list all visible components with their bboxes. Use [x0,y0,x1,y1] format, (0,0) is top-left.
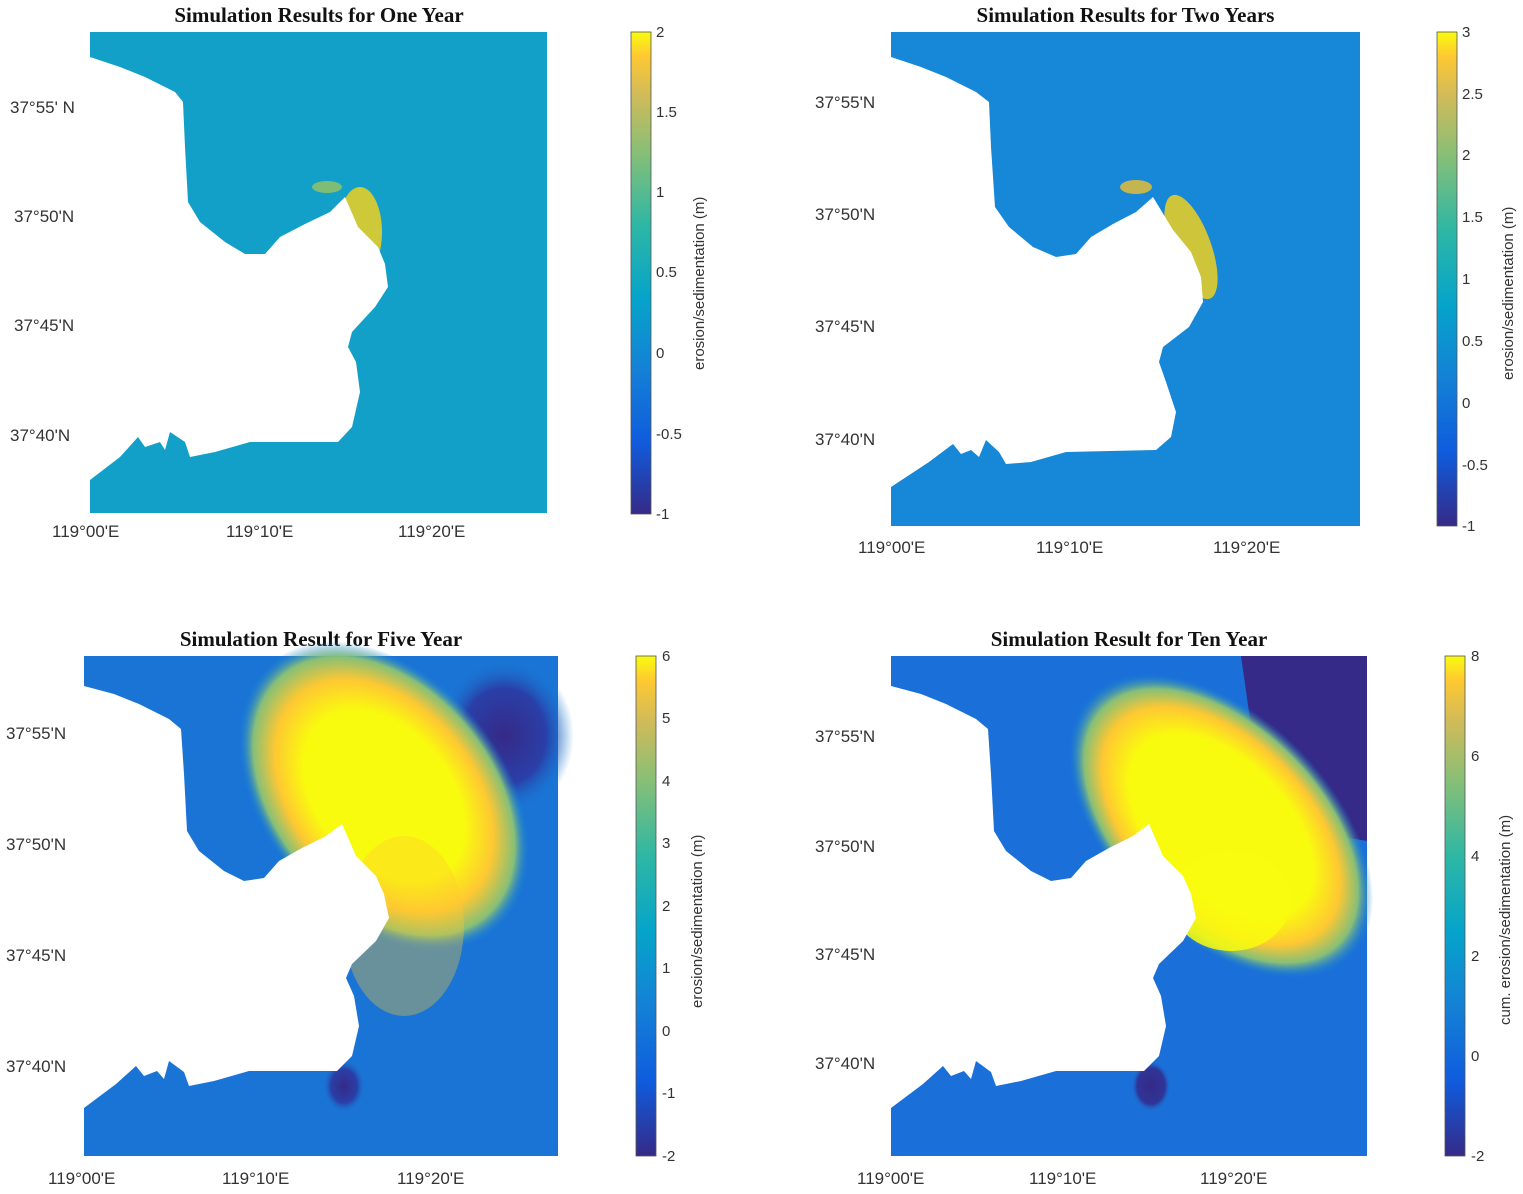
colorbar [630,31,652,515]
x-tick-label: 119°10'E [1036,538,1104,557]
colorbar-tick: 0 [1462,395,1471,412]
y-tick-label: 37°55' N [10,98,75,117]
colorbar-tick: 2 [1471,948,1480,965]
colorbar-tick: 4 [662,773,671,790]
y-tick-label: 37°55'N [6,724,67,743]
sedimentation-hotspot [312,181,342,193]
colorbar-tick: 2 [662,898,671,915]
y-tick-label: 37°40'N [815,1054,876,1073]
y-tick-label: 37°45'N [815,317,876,336]
x-tick-label: 119°20'E [397,1169,465,1188]
y-tick-label: 37°40'N [10,426,71,445]
panel-title: Simulation Result for Ten Year [990,627,1268,651]
land-mask [891,686,1196,1108]
colorbar-tick: 1 [1462,271,1471,288]
y-tick-label: 37°55'N [815,93,876,112]
colorbar-tick: 8 [1471,648,1480,665]
x-tick-label: 119°00'E [48,1169,116,1188]
colorbar-tick: 0.5 [1462,333,1483,350]
map-plot [90,32,547,513]
colorbar-tick: 2 [1462,147,1471,164]
colorbar-tick: -1 [1462,518,1476,535]
colorbar-tick: 2.5 [1462,86,1483,103]
x-tick-label: 119°10'E [222,1169,290,1188]
colorbar-label: erosion/sedimentation (m) [691,196,708,370]
panel-title: Simulation Results for Two Years [976,3,1275,27]
y-tick-label: 37°40'N [815,430,876,449]
colorbar-tick: 4 [1471,848,1480,865]
colorbar-tick: 3 [1462,24,1471,41]
colorbar-tick: 0.5 [656,264,677,281]
x-tick-label: 119°00'E [858,538,926,557]
y-tick-label: 37°45'N [14,316,75,335]
colorbar-tick: 1.5 [656,104,677,121]
colorbar [1436,31,1458,527]
x-tick-label: 119°00'E [857,1169,925,1188]
colorbar-tick: 0 [662,1023,671,1040]
y-tick-label: 37°40'N [6,1057,67,1076]
colorbar-label: cum. erosion/sedimentation (m) [1497,814,1514,1025]
sedimentation-hotspot [1120,180,1152,194]
colorbar-tick: 1.5 [1462,209,1483,226]
map-plot [84,641,574,1156]
y-tick-label: 37°50'N [6,835,67,854]
panel-title: Simulation Results for One Year [174,3,464,27]
y-tick-label: 37°50'N [815,837,876,856]
y-tick-label: 37°50'N [14,207,75,226]
colorbar-tick: 6 [662,648,671,665]
colorbar-tick: 0 [656,345,665,362]
colorbar [1444,655,1466,1157]
map-plot [891,656,1374,1156]
colorbar-tick: -1 [662,1085,676,1102]
land-mask [891,57,1203,487]
colorbar-tick: 3 [662,835,671,852]
colorbar-tick: 5 [662,710,671,727]
colorbar-tick: -2 [662,1148,676,1165]
colorbar-tick: -1 [656,506,670,523]
y-tick-label: 37°45'N [815,945,876,964]
colorbar-tick: -0.5 [656,426,682,443]
colorbar [635,655,657,1157]
colorbar-label: erosion/sedimentation (m) [689,834,706,1008]
colorbar-tick: -0.5 [1462,457,1488,474]
map-plot [891,32,1360,526]
x-tick-label: 119°10'E [1029,1169,1097,1188]
colorbar-tick: 6 [1471,748,1480,765]
colorbar-tick: 1 [662,960,671,977]
erosion-zone [322,1058,366,1114]
colorbar-tick: 2 [656,24,665,41]
sedimentation-plume [1171,851,1291,951]
land-mask [84,686,389,1108]
x-tick-label: 119°10'E [226,522,294,541]
x-tick-label: 119°20'E [398,522,466,541]
y-tick-label: 37°50'N [815,205,876,224]
colorbar-tick: 1 [656,184,665,201]
x-tick-label: 119°00'E [52,522,120,541]
sedimentation-hotspot [1164,194,1218,300]
land-mask [90,57,388,480]
y-tick-label: 37°55'N [815,727,876,746]
y-tick-label: 37°45'N [6,946,67,965]
x-tick-label: 119°20'E [1213,538,1281,557]
colorbar-tick: 0 [1471,1048,1480,1065]
colorbar-tick: -2 [1471,1148,1485,1165]
colorbar-label: erosion/sedimentation (m) [1500,206,1517,380]
x-tick-label: 119°20'E [1200,1169,1268,1188]
erosion-zone [1131,1060,1171,1112]
